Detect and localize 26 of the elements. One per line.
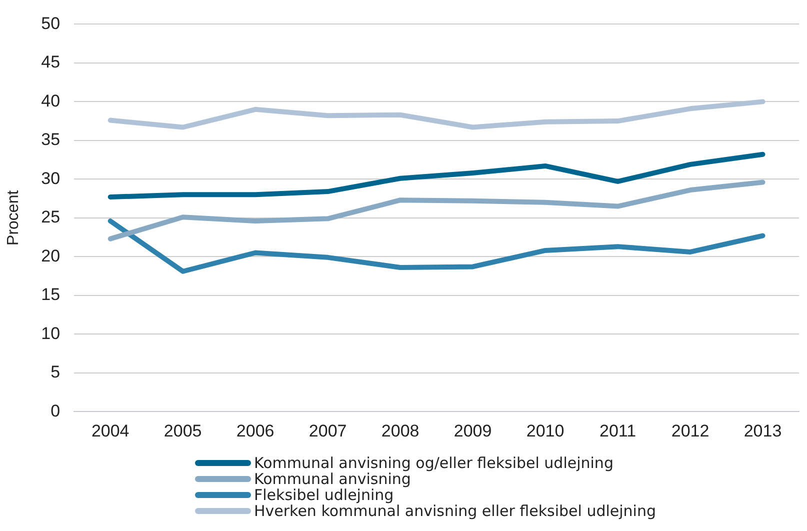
y-tick-label: 35 (41, 130, 60, 150)
y-tick-label: 45 (41, 52, 60, 72)
x-tick-label: 2010 (526, 421, 564, 440)
legend-label: Kommunal anvisning og/eller fleksibel udlejning (254, 454, 614, 472)
legend-label: Kommunal anvisning (254, 470, 411, 488)
x-tick-label: 2006 (236, 421, 274, 440)
x-tick-label: 2005 (164, 421, 202, 440)
y-tick-label: 50 (41, 14, 60, 33)
y-tick-label: 30 (41, 168, 60, 188)
y-tick-label: 25 (41, 208, 60, 227)
legend-label: Fleksibel udlejning (254, 486, 394, 504)
x-tick-label: 2013 (744, 421, 782, 440)
y-tick-label: 15 (41, 285, 60, 304)
y-tick-label: 10 (41, 324, 60, 343)
y-axis-title: Procent (5, 190, 22, 246)
x-tick-label: 2004 (91, 421, 130, 440)
x-tick-label: 2009 (454, 421, 492, 440)
x-tick-label: 2008 (381, 421, 420, 440)
x-tick-label: 2012 (671, 421, 710, 440)
y-tick-label: 0 (50, 401, 60, 420)
y-tick-label: 5 (50, 362, 60, 382)
y-tick-label: 40 (41, 91, 60, 110)
legend-label: Hverken kommunal anvisning eller fleksibel udlejning (254, 502, 656, 520)
x-tick-label: 2007 (308, 421, 347, 440)
x-tick-label: 2011 (599, 421, 636, 440)
y-tick-label: 20 (41, 246, 60, 266)
